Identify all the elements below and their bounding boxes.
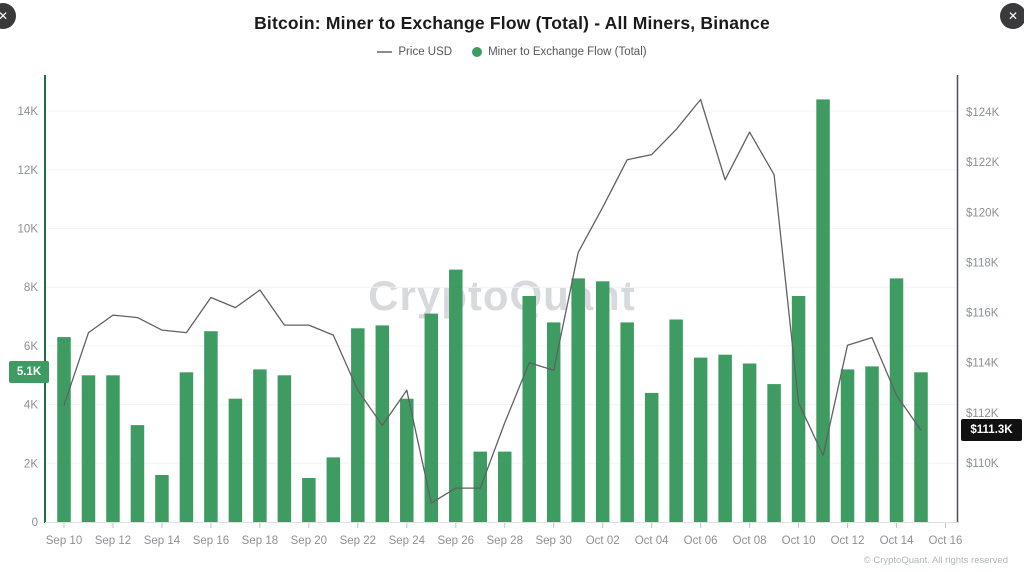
x-axis-label: Sep 18	[242, 535, 278, 547]
flow-bar	[449, 269, 463, 522]
x-axis-label: Sep 30	[535, 535, 571, 547]
x-axis-label: Sep 22	[340, 535, 376, 547]
close-button-left[interactable]: ✕	[0, 3, 16, 29]
x-axis-label: Oct 14	[880, 535, 914, 547]
flow-bar	[424, 313, 439, 522]
flow-bar	[718, 354, 732, 522]
flow-bar	[253, 369, 267, 522]
dot-swatch-icon	[472, 47, 483, 57]
y-axis-label-left: 2K	[24, 458, 38, 470]
x-axis-label: Oct 02	[586, 535, 620, 547]
x-axis-label: Sep 26	[438, 535, 474, 547]
flow-bar	[375, 325, 390, 522]
flow-bar	[644, 392, 659, 522]
flow-bar	[546, 322, 561, 522]
y-axis-label-right: $110K	[966, 458, 999, 470]
x-axis-label: Oct 08	[733, 535, 767, 547]
x-axis-label: Sep 20	[291, 535, 327, 547]
flow-bar	[742, 363, 757, 522]
y-axis-label-right: $122K	[966, 157, 1000, 169]
flow-bar	[840, 369, 855, 522]
flow-bar	[228, 398, 243, 522]
flow-current-badge: 5.1K	[9, 361, 49, 384]
x-axis-label: Oct 12	[831, 535, 865, 547]
legend-item-price[interactable]: Price USD	[377, 46, 452, 58]
flow-bar	[571, 278, 585, 522]
y-axis-label-left: 6K	[24, 341, 38, 353]
flow-bar	[522, 296, 536, 522]
y-axis-label-left: 14K	[18, 106, 39, 118]
flow-bar	[57, 337, 71, 522]
flow-bar	[865, 366, 879, 522]
flow-bar	[155, 475, 169, 522]
line-swatch-icon	[377, 51, 393, 53]
flow-bar	[791, 296, 806, 522]
legend: Price USD Miner to Exchange Flow (Total)	[0, 46, 1024, 58]
x-axis-label: Oct 16	[929, 535, 963, 547]
flow-bar	[595, 281, 610, 522]
flow-bar	[204, 331, 218, 522]
flow-bar	[130, 425, 145, 522]
x-axis-label: Sep 24	[389, 535, 426, 547]
watermark: CryptoQuant	[368, 272, 636, 319]
y-axis-label-right: $120K	[966, 207, 1000, 219]
flow-bar	[816, 99, 830, 523]
x-axis-label: Sep 16	[193, 535, 229, 547]
x-axis-label: Sep 14	[144, 535, 181, 547]
y-axis-label-left: 8K	[24, 282, 38, 294]
flow-bar	[889, 278, 904, 522]
flow-bar	[620, 322, 634, 522]
y-axis-label-left: 0	[32, 517, 38, 529]
flow-bar	[277, 375, 292, 523]
flow-bar	[179, 372, 194, 522]
legend-label-flow: Miner to Exchange Flow (Total)	[488, 46, 647, 58]
flow-bar	[302, 478, 316, 522]
x-axis-label: Oct 10	[782, 535, 816, 547]
x-axis-label: Sep 28	[487, 535, 523, 547]
legend-label-price: Price USD	[398, 46, 453, 58]
chart-title: Bitcoin: Miner to Exchange Flow (Total) …	[254, 13, 770, 33]
price-current-badge: $111.3K	[961, 419, 1022, 442]
flow-bar	[326, 457, 341, 522]
x-axis-label: Sep 10	[46, 535, 82, 547]
y-axis-label-right: $112K	[966, 408, 999, 420]
flow-bar	[914, 372, 928, 522]
flow-bar	[767, 384, 781, 522]
y-axis-label-left: 10K	[18, 224, 39, 236]
y-axis-label-right: $118K	[966, 257, 999, 269]
x-axis-label: Sep 12	[95, 535, 131, 547]
flow-bar	[351, 328, 365, 522]
flow-bar	[81, 375, 96, 523]
flow-bar	[106, 375, 120, 523]
flow-bar	[497, 451, 512, 522]
flow-bar	[669, 319, 683, 522]
x-axis-label: Oct 04	[635, 535, 669, 547]
legend-item-flow[interactable]: Miner to Exchange Flow (Total)	[472, 46, 647, 58]
copyright: © CryptoQuant. All rights reserved	[863, 555, 1008, 566]
y-axis-label-left: 12K	[18, 165, 39, 177]
y-axis-label-right: $116K	[966, 308, 999, 320]
flow-bar	[400, 398, 414, 522]
flow-bar	[693, 357, 708, 522]
y-axis-label-left: 4K	[24, 400, 38, 412]
y-axis-label-right: $124K	[966, 107, 1000, 119]
x-axis-label: Oct 06	[684, 535, 718, 547]
close-button-right[interactable]: ✕	[1000, 3, 1024, 29]
price-line	[63, 98, 922, 504]
y-axis-label-right: $114K	[966, 358, 999, 370]
